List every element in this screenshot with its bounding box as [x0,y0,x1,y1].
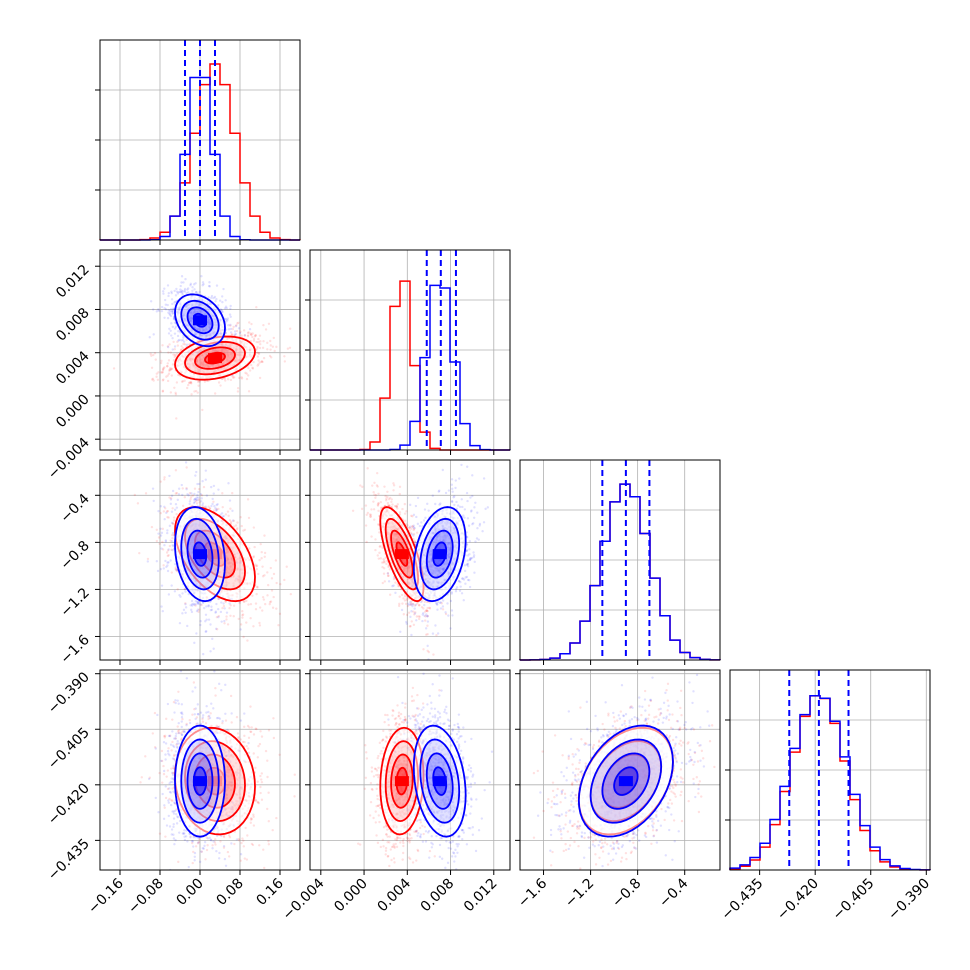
y-tick-label: −0.8 [57,538,92,573]
hist-panel-3 [725,669,931,875]
x-tick-label: −0.8 [609,876,644,911]
x-tick-label: 0.000 [331,876,371,916]
x-tick-label: −1.2 [562,876,597,911]
y-tick-label: −1.6 [57,632,92,667]
y-tick-label: 0.004 [53,348,93,388]
y-tick-label: −0.405 [45,725,93,773]
x-tick-label: 0.012 [461,876,501,916]
density-peak [394,776,409,787]
density-peak [618,776,633,787]
density-peak [394,549,409,560]
x-tick-label: 0.004 [374,875,414,915]
x-tick-label: −0.390 [885,876,933,924]
y-tick-label: −0.420 [45,780,93,828]
x-tick-label: −0.435 [719,876,767,924]
density-peak [193,315,207,326]
scatter-panel-2-3 [515,669,721,875]
scatter-panel-1-3 [305,669,511,875]
y-tick-label: −0.004 [45,435,93,483]
x-tick-label: −0.004 [280,875,328,923]
x-tick-label: −0.420 [774,876,822,924]
density-peak [208,353,222,364]
hist-panel-1 [305,249,511,455]
density-peak [432,549,447,560]
y-tick-label: −0.435 [45,836,93,884]
density-peak [432,776,447,787]
x-tick-label: −0.4 [656,875,691,910]
density-peak [193,776,207,787]
x-tick-label: 0.16 [253,875,286,908]
scatter-panel-0-2 [95,459,301,665]
scatter-panel-0-3 [95,669,301,875]
hist-blue-3 [729,694,931,871]
x-tick-label: 0.08 [213,876,246,909]
y-tick-label: 0.008 [53,305,93,345]
y-tick-label: −1.2 [57,585,92,620]
density-peak [193,549,207,560]
y-tick-label: 0.000 [53,391,93,431]
scatter-panel-0-1 [95,249,301,455]
x-tick-label: 0.008 [418,876,458,916]
x-tick-label: −0.405 [830,876,878,924]
y-tick-label: −0.390 [45,669,93,717]
x-tick-label: −0.08 [125,876,167,918]
hist-panel-0 [95,39,301,245]
hist-panel-2 [515,459,721,665]
x-tick-label: −1.6 [515,875,550,910]
y-tick-label: −0.4 [57,491,92,526]
x-tick-label: −0.16 [85,875,127,917]
y-tick-label: 0.012 [53,262,93,302]
scatter-panel-1-2 [305,459,511,665]
x-tick-label: 0.00 [173,876,206,909]
hist-blue-2 [519,483,721,661]
